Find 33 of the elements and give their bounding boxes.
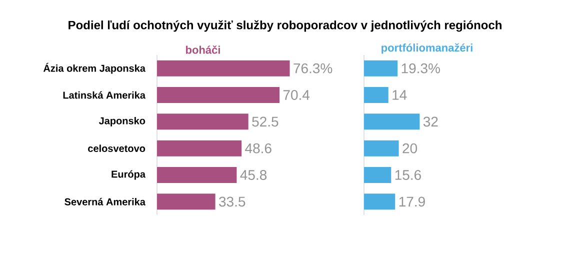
data-label: 70.4 <box>283 90 310 100</box>
data-label: 14 <box>392 90 407 100</box>
y-tick-label: Ázia okrem Japonska <box>43 62 146 74</box>
data-label: 32 <box>423 116 438 127</box>
y-tick-label: Japonsko <box>98 117 146 126</box>
data-label: 45.8 <box>240 170 267 180</box>
bar <box>364 194 396 210</box>
bar <box>157 166 237 183</box>
bar <box>157 60 290 76</box>
bar <box>364 114 420 130</box>
bar <box>157 194 216 210</box>
data-label: 76.3% <box>294 63 332 74</box>
data-label: 15.6 <box>395 170 421 180</box>
y-tick-label: Latinská Amerika <box>63 91 146 99</box>
bar <box>364 140 399 156</box>
bar <box>364 86 388 103</box>
series-label: portfóliomanažéri <box>382 43 472 54</box>
data-label: 33.5 <box>219 196 246 207</box>
bar <box>157 86 280 103</box>
data-label: 17.9 <box>399 196 425 207</box>
y-tick-label: celosvetovo <box>88 144 146 152</box>
data-label: 48.6 <box>245 143 272 154</box>
bar <box>157 140 242 156</box>
y-tick-label: Európa <box>112 170 146 180</box>
bar <box>157 114 248 130</box>
data-label: 52.5 <box>252 116 278 127</box>
series-label: boháči <box>186 45 220 54</box>
y-tick-label: Severná Amerika <box>64 198 146 206</box>
data-label: 19.3% <box>402 63 440 74</box>
bar <box>364 60 398 76</box>
chart-title: Podiel ľudí ochotných využiť služby roboporadcov v jednotlivých regiónoch <box>68 20 502 32</box>
data-label: 20 <box>402 143 418 154</box>
bar <box>364 166 392 183</box>
